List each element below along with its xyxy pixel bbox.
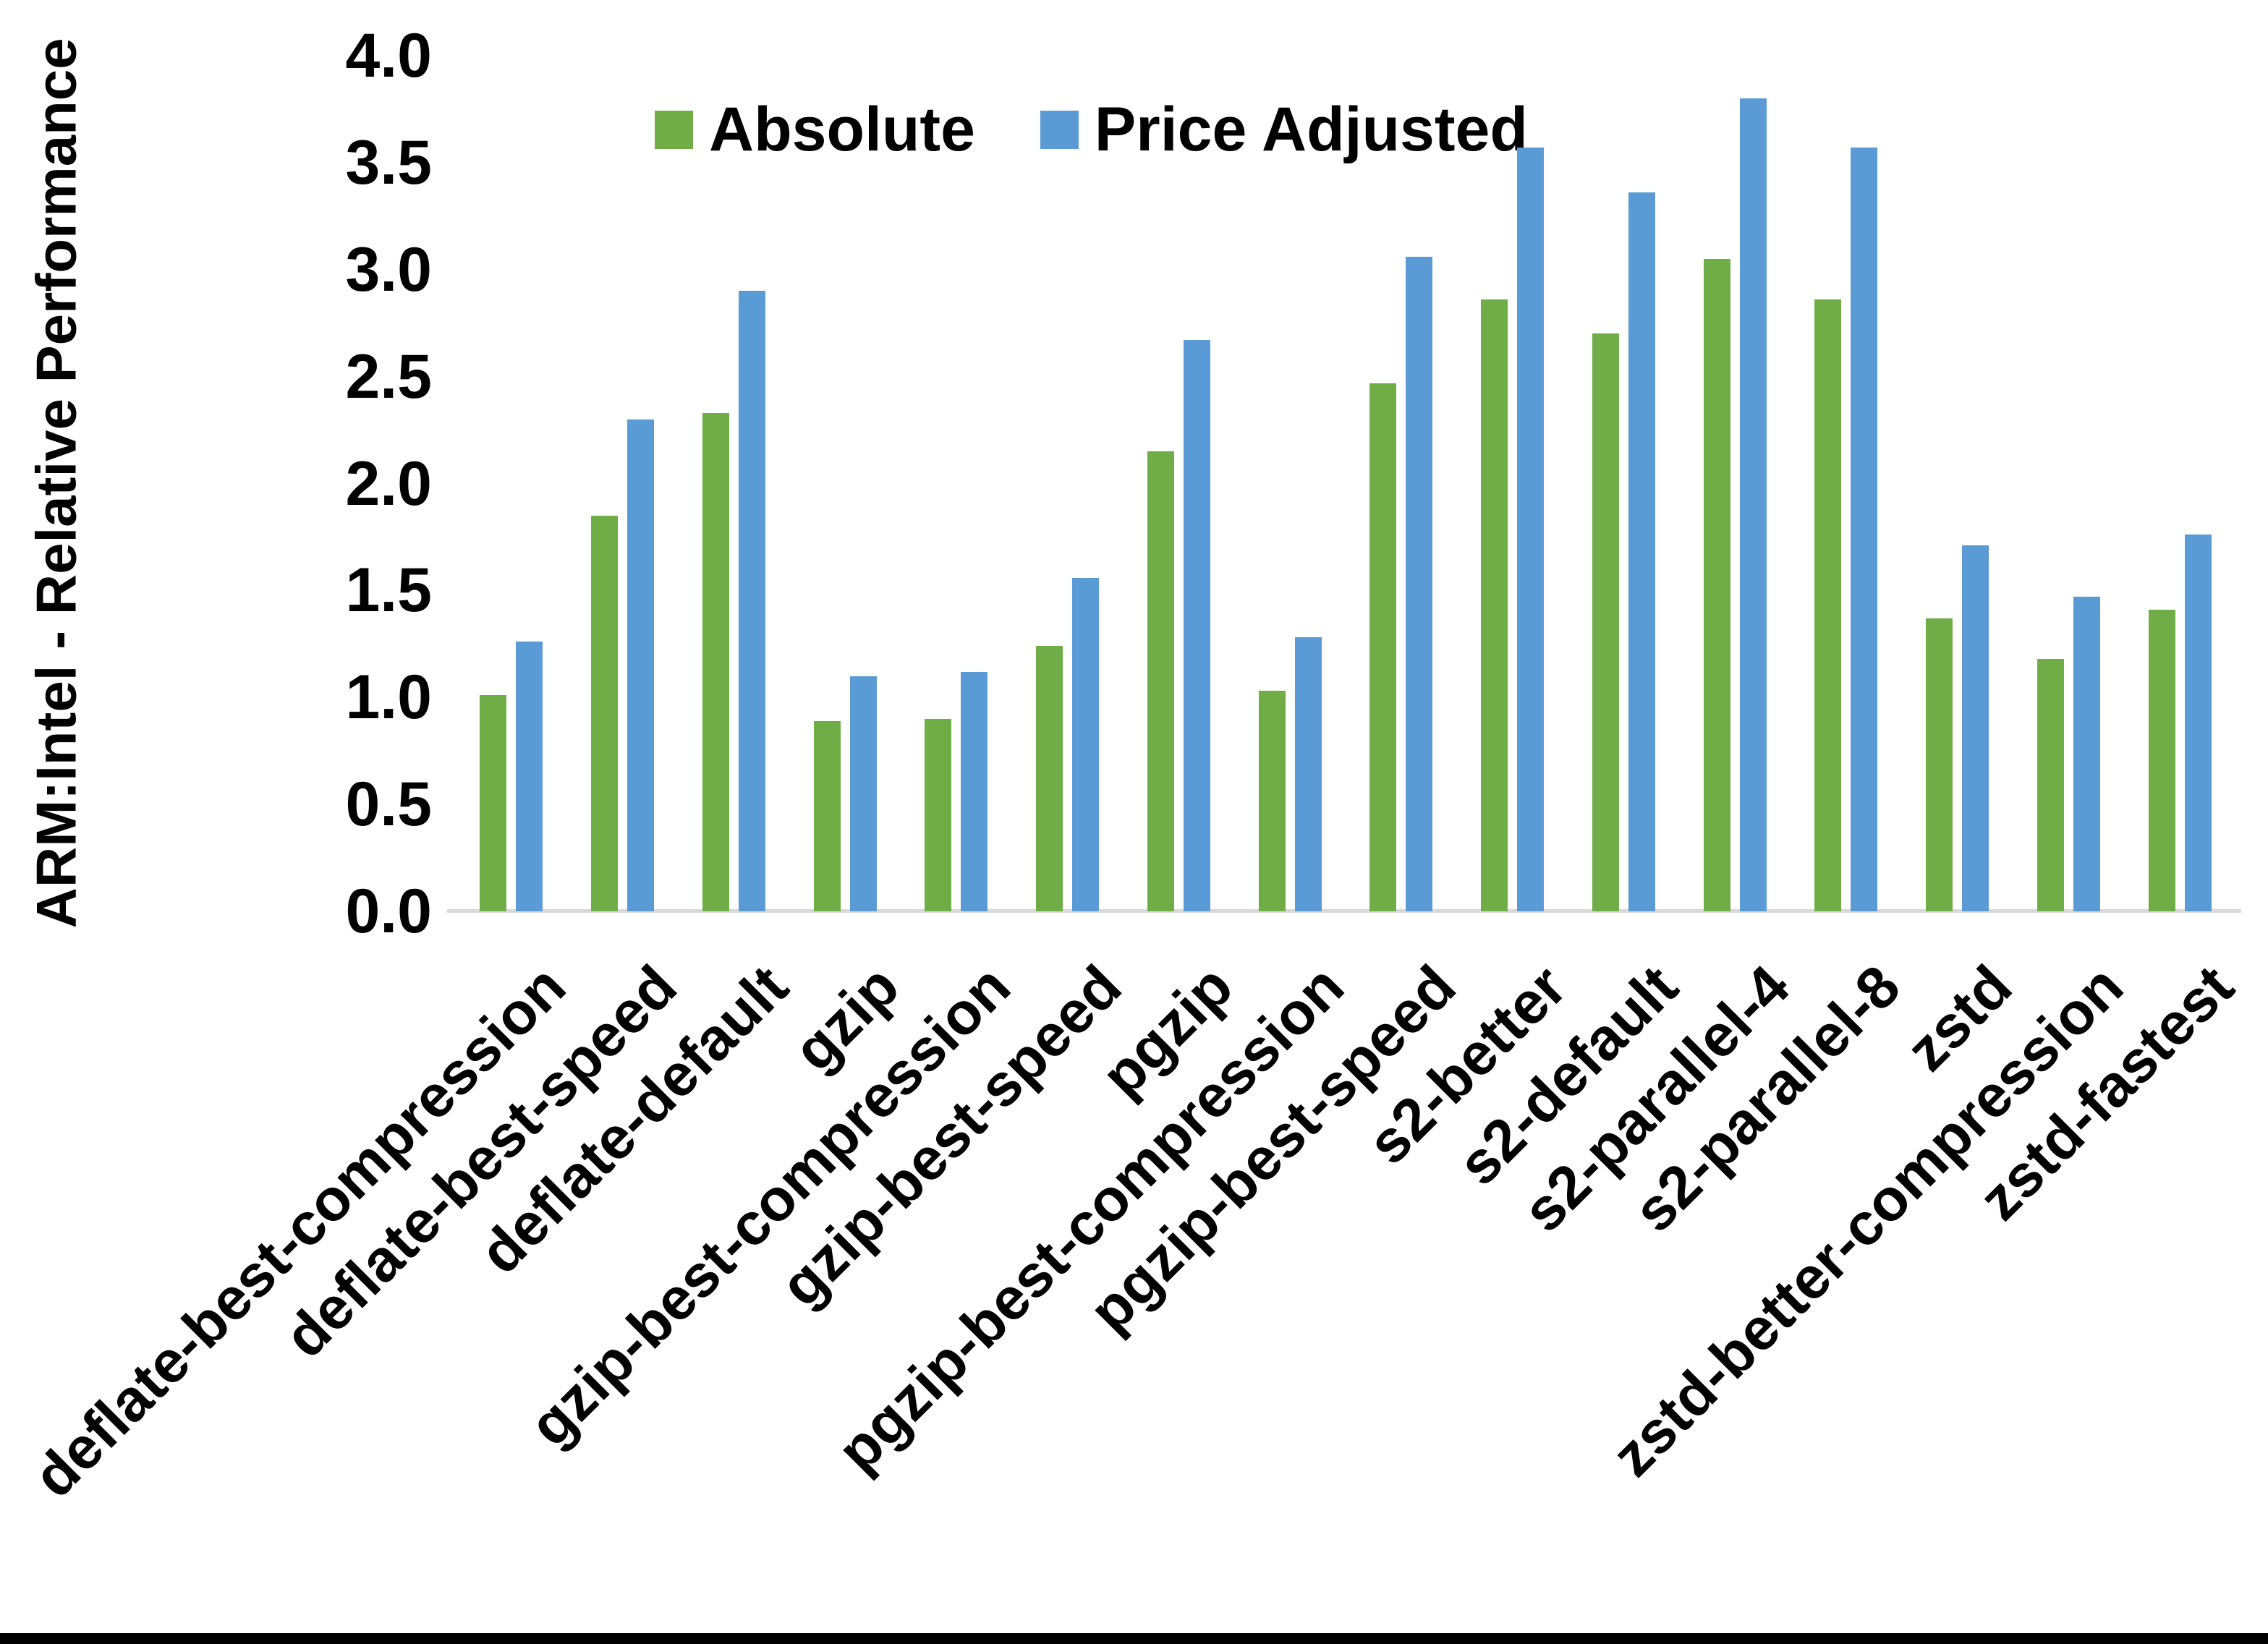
bar-absolute xyxy=(813,720,841,911)
bar-absolute xyxy=(1481,299,1508,911)
bar-absolute xyxy=(1147,451,1174,911)
bar-price-adjusted xyxy=(849,676,877,911)
bar-group xyxy=(2124,56,2235,911)
legend-swatch-absolute-icon xyxy=(655,111,693,149)
bar-group xyxy=(1124,56,1235,911)
bar-price-adjusted xyxy=(961,671,988,911)
y-tick-label: 4.0 xyxy=(345,21,432,90)
bar-price-adjusted xyxy=(627,419,655,911)
bar-price-adjusted xyxy=(516,642,543,911)
x-axis-line xyxy=(447,909,2241,913)
y-tick-label: 1.0 xyxy=(345,663,432,733)
bar-group xyxy=(1902,56,2013,911)
y-tick-label: 2.0 xyxy=(345,448,432,519)
y-tick-label: 2.5 xyxy=(345,341,432,412)
plot-area xyxy=(456,56,2235,911)
bar-absolute xyxy=(2036,659,2064,911)
bar-price-adjusted xyxy=(738,291,765,911)
bar-absolute xyxy=(1258,691,1286,911)
bar-absolute xyxy=(702,412,729,911)
legend-item-price-adjusted: Price Adjusted xyxy=(1040,94,1528,166)
bar-absolute xyxy=(1369,383,1397,911)
bar-price-adjusted xyxy=(1294,637,1322,911)
y-tick-label: 3.5 xyxy=(345,127,432,197)
y-tick-label: 3.0 xyxy=(345,234,432,304)
bar-price-adjusted xyxy=(1962,545,1989,911)
bar-absolute xyxy=(1703,258,1730,911)
bar-price-adjusted xyxy=(1517,148,1545,911)
bar-absolute xyxy=(1036,646,1063,911)
bar-absolute xyxy=(1592,333,1619,911)
y-tick-label: 1.5 xyxy=(345,555,432,626)
bar-group xyxy=(1791,56,1902,911)
y-tick-label: 0.0 xyxy=(345,877,432,946)
bar-group xyxy=(1679,56,1791,911)
bar-price-adjusted xyxy=(2073,597,2100,911)
bar-absolute xyxy=(1926,618,1953,911)
bar-group xyxy=(789,56,901,911)
bar-group xyxy=(567,56,679,911)
bar-group xyxy=(2013,56,2125,911)
bar-group xyxy=(1234,56,1346,911)
legend: Absolute Price Adjusted xyxy=(655,94,1528,166)
y-tick-label: 0.5 xyxy=(345,770,432,840)
bar-group xyxy=(1012,56,1124,911)
bar-price-adjusted xyxy=(1628,192,1655,911)
bar-price-adjusted xyxy=(2184,534,2212,911)
legend-swatch-price-adjusted-icon xyxy=(1040,111,1079,149)
bar-group xyxy=(679,56,790,911)
bottom-border xyxy=(0,1633,2268,1644)
bar-absolute xyxy=(925,718,952,911)
bar-price-adjusted xyxy=(1183,340,1210,911)
bar-price-adjusted xyxy=(1072,577,1100,911)
bar-price-adjusted xyxy=(1406,257,1433,911)
bar-price-adjusted xyxy=(1851,148,1878,911)
bar-absolute xyxy=(591,515,619,911)
bar-absolute xyxy=(2148,610,2175,911)
bar-absolute xyxy=(480,695,507,911)
legend-item-absolute: Absolute xyxy=(655,94,975,166)
bar-group xyxy=(456,56,567,911)
bar-group xyxy=(1457,56,1568,911)
legend-label-price-adjusted: Price Adjusted xyxy=(1094,95,1528,164)
bar-group xyxy=(1568,56,1680,911)
bar-group xyxy=(1346,56,1457,911)
bar-price-adjusted xyxy=(1739,98,1767,911)
bar-group xyxy=(901,56,1012,911)
bar-absolute xyxy=(1814,299,1842,911)
legend-label-absolute: Absolute xyxy=(709,95,975,164)
